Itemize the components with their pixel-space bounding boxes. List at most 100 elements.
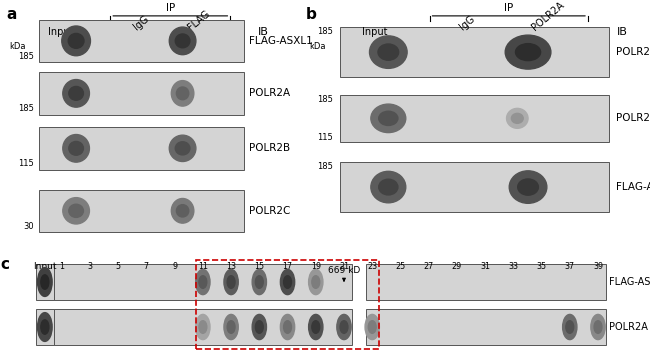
Text: 19: 19 [311, 262, 321, 271]
Ellipse shape [255, 276, 263, 288]
Text: 9: 9 [172, 262, 177, 271]
Text: b: b [306, 7, 317, 22]
Text: IgG: IgG [131, 14, 150, 32]
Ellipse shape [227, 321, 235, 333]
Ellipse shape [69, 86, 83, 100]
Text: 185: 185 [317, 162, 333, 171]
Ellipse shape [283, 321, 291, 333]
Text: 11: 11 [198, 262, 208, 271]
Ellipse shape [176, 205, 188, 217]
Ellipse shape [252, 315, 266, 340]
Text: 17: 17 [283, 262, 292, 271]
Text: IP: IP [166, 3, 175, 13]
Ellipse shape [379, 111, 398, 125]
Text: 185: 185 [317, 95, 333, 104]
Text: 15: 15 [254, 262, 265, 271]
Ellipse shape [199, 321, 207, 333]
Text: POLR2A: POLR2A [530, 0, 566, 32]
Ellipse shape [312, 276, 320, 288]
FancyBboxPatch shape [340, 95, 608, 142]
Text: Input: Input [48, 27, 74, 37]
Ellipse shape [196, 270, 210, 295]
FancyBboxPatch shape [36, 309, 54, 345]
Text: POLR2A: POLR2A [609, 322, 648, 332]
Text: 27: 27 [424, 262, 434, 271]
Text: IgG: IgG [458, 14, 476, 32]
Ellipse shape [563, 315, 577, 340]
Ellipse shape [369, 36, 407, 68]
Ellipse shape [566, 321, 574, 333]
Ellipse shape [515, 44, 541, 61]
Text: 7: 7 [144, 262, 149, 271]
FancyBboxPatch shape [340, 162, 608, 212]
Text: 669 kD: 669 kD [328, 266, 360, 275]
Ellipse shape [371, 104, 406, 132]
Text: 29: 29 [452, 262, 462, 271]
Ellipse shape [255, 321, 263, 333]
Ellipse shape [196, 315, 210, 340]
Text: 35: 35 [536, 262, 547, 271]
FancyBboxPatch shape [36, 264, 54, 300]
Text: 31: 31 [480, 262, 490, 271]
Text: Input: Input [361, 27, 387, 37]
Text: 1: 1 [59, 262, 64, 271]
Text: 185: 185 [18, 104, 34, 114]
FancyBboxPatch shape [366, 309, 606, 345]
Ellipse shape [280, 315, 294, 340]
Ellipse shape [379, 179, 398, 195]
Text: 115: 115 [18, 159, 34, 168]
Ellipse shape [371, 171, 406, 203]
Text: FLAG-ASXL1: FLAG-ASXL1 [609, 277, 650, 287]
Ellipse shape [337, 315, 351, 340]
Ellipse shape [38, 268, 52, 296]
Ellipse shape [506, 109, 528, 128]
FancyBboxPatch shape [54, 264, 352, 300]
Text: kDa: kDa [9, 42, 26, 51]
Text: 115: 115 [317, 133, 333, 142]
Text: 13: 13 [226, 262, 236, 271]
Text: 25: 25 [395, 262, 406, 271]
Text: FLAG: FLAG [186, 8, 212, 32]
Ellipse shape [378, 44, 398, 60]
Ellipse shape [224, 270, 239, 295]
Ellipse shape [172, 81, 194, 106]
FancyBboxPatch shape [54, 309, 352, 345]
Text: FLAG-ASXL1: FLAG-ASXL1 [250, 36, 313, 46]
Ellipse shape [309, 270, 323, 295]
Ellipse shape [227, 276, 235, 288]
Text: POLR2B: POLR2B [616, 113, 650, 124]
Ellipse shape [41, 275, 49, 289]
Text: POLR2C: POLR2C [250, 206, 291, 216]
Ellipse shape [505, 35, 551, 69]
Text: IB: IB [617, 27, 628, 37]
FancyBboxPatch shape [340, 27, 608, 77]
Text: 37: 37 [565, 262, 575, 271]
Ellipse shape [63, 80, 90, 107]
Ellipse shape [283, 276, 291, 288]
Text: c: c [0, 257, 9, 272]
Ellipse shape [63, 135, 90, 162]
Ellipse shape [169, 27, 196, 55]
FancyBboxPatch shape [39, 72, 244, 115]
Ellipse shape [224, 315, 239, 340]
Ellipse shape [38, 313, 52, 341]
Text: kDa: kDa [309, 42, 326, 51]
Text: a: a [6, 7, 17, 22]
Ellipse shape [69, 204, 83, 217]
Text: 23: 23 [367, 262, 377, 271]
FancyBboxPatch shape [366, 264, 606, 300]
Text: Input: Input [33, 262, 57, 271]
Ellipse shape [512, 114, 523, 123]
Text: POLR2A: POLR2A [250, 88, 291, 99]
Ellipse shape [41, 320, 49, 334]
Ellipse shape [517, 179, 538, 195]
Text: 39: 39 [593, 262, 603, 271]
Ellipse shape [63, 198, 90, 224]
Ellipse shape [312, 321, 320, 333]
Ellipse shape [340, 321, 348, 333]
Ellipse shape [252, 270, 266, 295]
Ellipse shape [68, 34, 84, 48]
Ellipse shape [62, 26, 90, 56]
Text: POLR2A: POLR2A [616, 47, 650, 57]
Text: IB: IB [257, 27, 268, 37]
